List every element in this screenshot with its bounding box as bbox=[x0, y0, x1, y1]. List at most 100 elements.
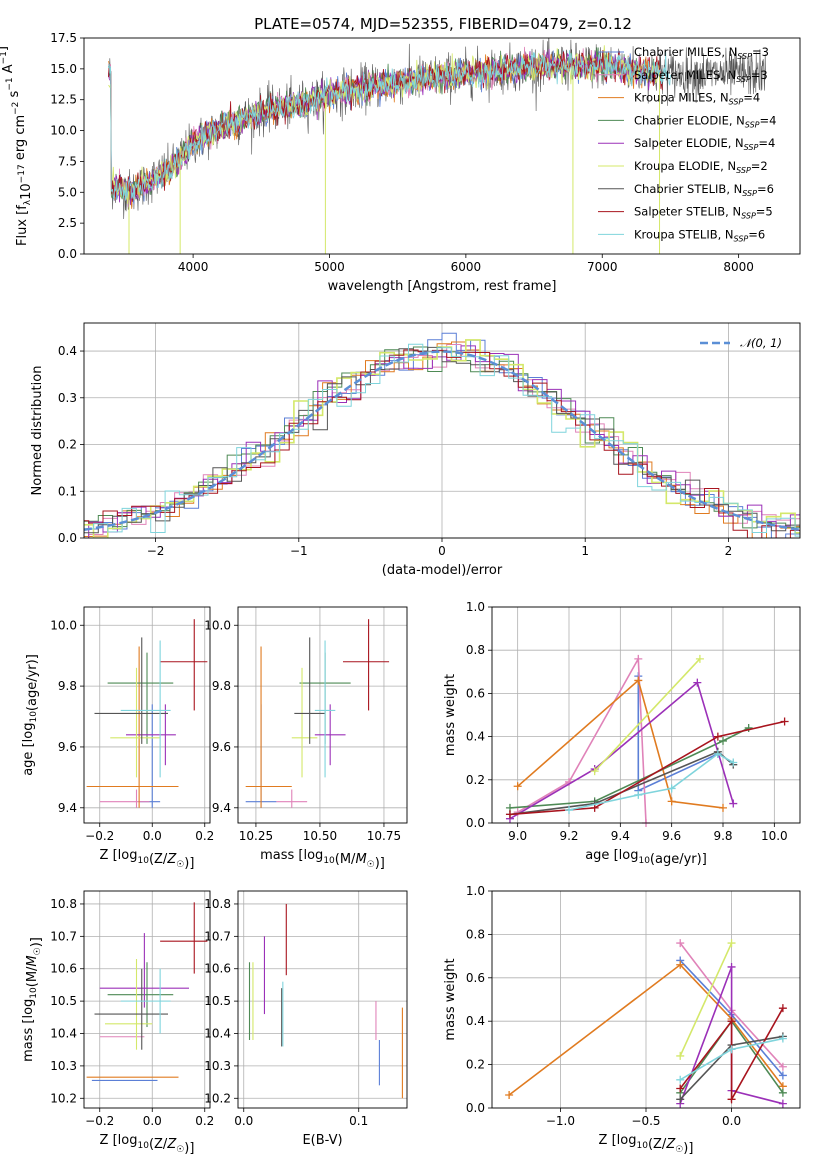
x-tick-label: 0 bbox=[438, 544, 446, 558]
weight-marker-salpeter-elodie bbox=[729, 799, 738, 808]
age-vs-mass-panel: 10.25 10.50 10.75 9.4 9.6 9.8 10.0 mass [log10(… bbox=[204, 606, 408, 871]
weight-marker-kroupa-elodie bbox=[727, 939, 736, 948]
y-tick-label: 0.4 bbox=[466, 1014, 485, 1028]
y-tick-label: 0.2 bbox=[58, 438, 77, 452]
y-tick-label: 0.4 bbox=[58, 344, 77, 358]
y-tick-label: 10.0 bbox=[204, 618, 231, 632]
weight-line-salpeter-miles bbox=[517, 655, 647, 823]
x-tick-label: 1 bbox=[581, 544, 589, 558]
axes-frame bbox=[491, 606, 801, 824]
axes-frame bbox=[83, 890, 211, 1109]
weight-marker-salpeter-elodie bbox=[693, 678, 702, 687]
y-tick-label: 0.2 bbox=[466, 773, 485, 787]
y-tick-label: 9.4 bbox=[58, 801, 77, 815]
legend-entry: Salpeter STELIB, NSSP=5 bbox=[634, 205, 773, 221]
weight-marker-salpeter-miles bbox=[634, 654, 643, 663]
weight-marker-kroupa-miles bbox=[513, 782, 522, 791]
histogram-salpeter-elodie bbox=[84, 345, 800, 538]
x-tick-label: 9.8 bbox=[713, 829, 732, 843]
weight-vs-metallicity-panel: −1.0 −0.5 0.0 0.0 0.2 0.4 0.6 0.8 1.0 Z [log10(Z/… bbox=[443, 884, 801, 1156]
legend-entry: Kroupa ELODIE, NSSP=2 bbox=[634, 159, 768, 175]
weight-marker-salpeter-stelib bbox=[780, 717, 789, 726]
y-tick-label: 5.0 bbox=[58, 185, 77, 199]
histogram-salpeter-stelib bbox=[84, 349, 800, 538]
y-tick-label: 15.0 bbox=[50, 62, 77, 76]
y-tick-label: 1.0 bbox=[466, 884, 485, 898]
x-tick-label: 6000 bbox=[451, 260, 482, 274]
weight-marker-salpeter-miles bbox=[676, 939, 685, 948]
y-tick-label: 9.6 bbox=[58, 740, 77, 754]
weight-marker-kroupa-stelib bbox=[729, 758, 738, 767]
x-axis-label: E(B-V) bbox=[302, 1133, 342, 1148]
mass-vs-metallicity-panel: −0.2 0.0 0.2 10.2 10.3 10.4 10.5 10.6 10.7 10.8 Z … bbox=[21, 890, 214, 1156]
y-tick-label: 0.6 bbox=[466, 971, 485, 985]
y-tick-label: 0.3 bbox=[58, 391, 77, 405]
weight-marker-chabrier-stelib bbox=[676, 1095, 685, 1104]
y-axis-label: mass weight bbox=[443, 674, 458, 756]
legend-entry: Kroupa STELIB, NSSP=6 bbox=[634, 227, 765, 243]
residuals-histogram-panel: −2 −1 0 1 2 0.0 0.1 0.2 0.3 0.4 (data-model)/error… bbox=[30, 322, 801, 578]
weight-marker-salpeter-elodie bbox=[727, 962, 736, 971]
weight-line-kroupa-elodie bbox=[594, 658, 701, 772]
y-tick-label: 10.2 bbox=[50, 1091, 77, 1105]
y-tick-label: 10.0 bbox=[50, 124, 77, 138]
x-tick-label: −2 bbox=[147, 544, 165, 558]
mass-vs-ebv-panel: 0.0 0.1 10.2 10.3 10.4 10.5 10.6 10.7 10.8 E(B-V) bbox=[204, 890, 408, 1148]
x-axis-label: Z [log10(Z/Z☉)] bbox=[100, 1133, 195, 1156]
x-tick-label: 2 bbox=[725, 544, 733, 558]
y-tick-label: 10.7 bbox=[50, 929, 77, 943]
weight-marker-kroupa-miles bbox=[676, 960, 685, 969]
weight-marker-kroupa-stelib bbox=[778, 1034, 787, 1043]
x-tick-label: 9.4 bbox=[611, 829, 630, 843]
y-tick-label: 7.5 bbox=[58, 154, 77, 168]
y-tick-label: 10.5 bbox=[204, 994, 231, 1008]
x-tick-label: 4000 bbox=[178, 260, 209, 274]
x-tick-label: 0.0 bbox=[722, 1114, 741, 1128]
y-tick-label: 10.6 bbox=[50, 962, 77, 976]
x-axis-label: mass [log10(M/M☉)] bbox=[260, 848, 385, 871]
y-tick-label: 0.8 bbox=[466, 927, 485, 941]
y-tick-label: 10.4 bbox=[50, 1027, 77, 1041]
legend-entry: Chabrier ELODIE, NSSP=4 bbox=[634, 113, 776, 129]
axes-frame bbox=[83, 37, 801, 255]
x-tick-label: 10.25 bbox=[239, 829, 273, 843]
histogram-salpeter-miles bbox=[84, 344, 800, 538]
weight-marker-kroupa-stelib bbox=[565, 806, 573, 815]
y-axis-label: Normed distribution bbox=[30, 366, 45, 496]
x-tick-label: −0.2 bbox=[85, 829, 114, 843]
y-tick-label: 10.3 bbox=[204, 1059, 231, 1073]
weight-line-kroupa-miles bbox=[517, 678, 724, 809]
x-tick-label: −0.5 bbox=[631, 1114, 660, 1128]
weight-line-salpeter-stelib bbox=[509, 720, 785, 816]
x-axis-label: Z [log10(Z/Z☉)] bbox=[599, 1133, 694, 1156]
x-tick-label: 0.2 bbox=[195, 829, 214, 843]
y-tick-label: 2.5 bbox=[58, 216, 77, 230]
histogram-kroupa-stelib bbox=[84, 343, 800, 537]
x-tick-label: 5000 bbox=[314, 260, 345, 274]
y-tick-label: 0.0 bbox=[466, 1101, 485, 1115]
y-axis-label: age [log10(age/yr)] bbox=[21, 654, 40, 776]
figure-title: PLATE=0574, MJD=52355, FIBERID=0479, z=0… bbox=[254, 15, 632, 33]
weight-marker-kroupa-elodie bbox=[676, 1051, 685, 1060]
y-tick-label: 0.6 bbox=[466, 686, 485, 700]
y-axis-label: Flux [fλ10−17 erg cm−2 s−1 A−1] bbox=[0, 46, 34, 246]
y-axis-label: mass [log10(M/M☉)] bbox=[21, 937, 44, 1062]
y-tick-label: 10.5 bbox=[50, 994, 77, 1008]
y-tick-label: 0.1 bbox=[58, 484, 77, 498]
legend-entry: Chabrier MILES, NSSP=3 bbox=[634, 45, 769, 61]
weight-line-salpeter-elodie bbox=[509, 681, 735, 820]
legend-entry: Kroupa MILES, NSSP=4 bbox=[634, 91, 760, 107]
x-axis-label: wavelength [Angstrom, rest frame] bbox=[328, 279, 557, 294]
weight-marker-kroupa-stelib bbox=[713, 749, 722, 758]
legend-entry: 𝒩(0, 1) bbox=[740, 336, 782, 350]
weight-marker-salpeter-stelib bbox=[727, 1017, 736, 1026]
axes-frame bbox=[237, 606, 408, 824]
weight-marker-salpeter-miles bbox=[778, 1062, 787, 1071]
weight-marker-chabrier-elodie bbox=[778, 1088, 787, 1097]
y-tick-label: 17.5 bbox=[50, 31, 77, 45]
y-tick-label: 10.2 bbox=[204, 1091, 231, 1105]
x-tick-label: 7000 bbox=[587, 260, 618, 274]
weight-marker-kroupa-miles bbox=[719, 803, 727, 812]
weight-marker-kroupa-miles bbox=[505, 1090, 514, 1099]
